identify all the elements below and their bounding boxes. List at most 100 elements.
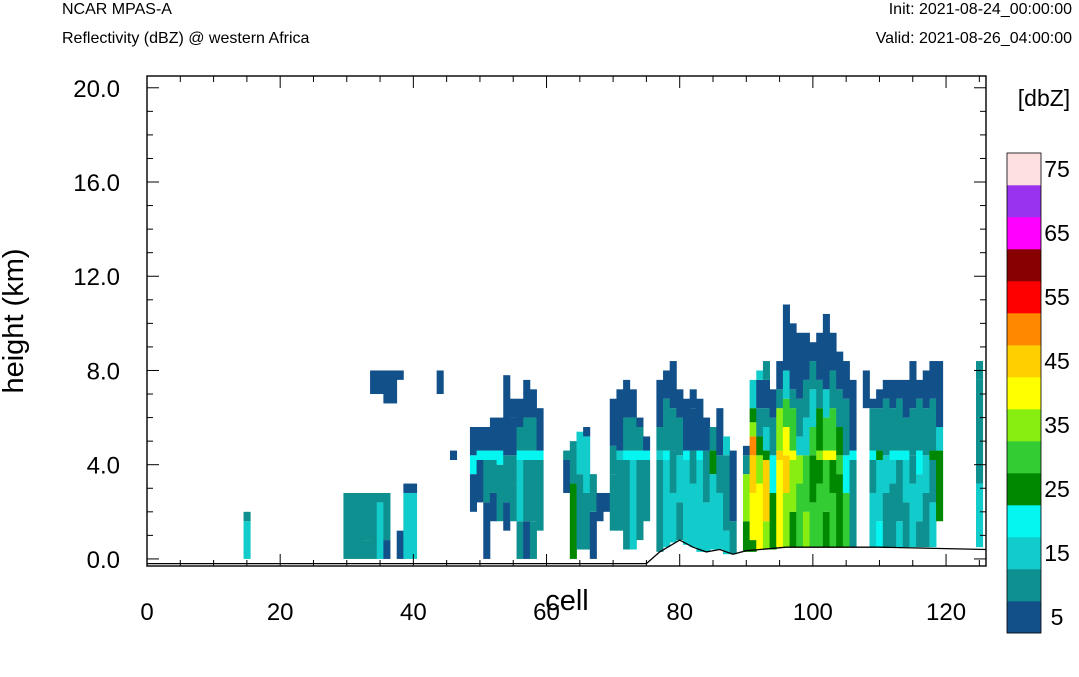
reflectivity-cell xyxy=(749,492,757,541)
reflectivity-cell xyxy=(663,398,671,451)
reflectivity-cell xyxy=(776,459,784,548)
reflectivity-cell xyxy=(689,389,697,409)
reflectivity-cell xyxy=(363,492,371,541)
model-title: NCAR MPAS-A xyxy=(62,1,172,18)
reflectivity-cell xyxy=(663,450,671,460)
reflectivity-cell xyxy=(636,450,644,460)
reflectivity-cell xyxy=(882,455,890,493)
reflectivity-cell xyxy=(603,492,611,512)
reflectivity-cell xyxy=(882,379,890,399)
colorbar-swatch xyxy=(1007,473,1041,506)
reflectivity-cell xyxy=(742,474,751,522)
reflectivity-cell xyxy=(902,417,910,451)
reflectivity-cell xyxy=(889,450,897,460)
colorbar-label: 75 xyxy=(1044,156,1070,182)
reflectivity-cell xyxy=(529,417,537,451)
reflectivity-cell xyxy=(816,483,824,548)
reflectivity-cell xyxy=(916,521,924,548)
reflectivity-cell xyxy=(503,502,511,531)
reflectivity-cell xyxy=(376,370,384,395)
reflectivity-cell xyxy=(782,304,790,371)
reflectivity-cell xyxy=(396,530,404,559)
reflectivity-cell xyxy=(683,459,691,545)
reflectivity-cell xyxy=(643,459,651,522)
reflectivity-cell xyxy=(889,379,897,409)
reflectivity-cell xyxy=(922,455,930,493)
reflectivity-cell xyxy=(756,370,764,380)
terrain-line xyxy=(147,539,987,565)
reflectivity-cell xyxy=(576,474,584,550)
colorbar: 5 15 25 35 45 55 65 75 xyxy=(1006,152,1070,634)
colorbar-label: 5 xyxy=(1051,604,1064,630)
reflectivity-cell xyxy=(483,459,491,503)
reflectivity-cell xyxy=(523,417,531,451)
reflectivity-cell xyxy=(656,450,664,460)
colorbar-swatch xyxy=(1007,281,1041,314)
reflectivity-cell xyxy=(889,459,897,484)
reflectivity-cell xyxy=(869,450,877,460)
reflectivity-cell xyxy=(376,502,384,559)
reflectivity-cell xyxy=(742,521,751,552)
reflectivity-cell xyxy=(663,370,671,399)
reflectivity-cell xyxy=(669,408,677,451)
reflectivity-cell xyxy=(449,450,458,460)
reflectivity-cell xyxy=(410,483,418,493)
reflectivity-cell xyxy=(782,492,790,548)
reflectivity-cell xyxy=(796,332,804,399)
reflectivity-cell xyxy=(516,398,524,428)
reflectivity-cell xyxy=(749,455,757,493)
reflectivity-cell xyxy=(769,417,777,456)
reflectivity-cell xyxy=(882,492,890,548)
reflectivity-cell xyxy=(656,427,664,451)
reflectivity-cell xyxy=(789,408,797,451)
reflectivity-cell xyxy=(683,398,691,451)
colorbar-swatch xyxy=(1007,505,1041,538)
reflectivity-cell xyxy=(809,427,817,456)
reflectivity-cell xyxy=(869,492,877,548)
valid-time: Valid: 2021-08-26_04:00:00 xyxy=(875,30,1072,47)
reflectivity-cell xyxy=(509,483,517,522)
reflectivity-cell xyxy=(836,389,844,428)
reflectivity-cell xyxy=(769,389,777,418)
colorbar-label: 55 xyxy=(1044,284,1070,310)
reflectivity-cell xyxy=(889,408,897,451)
reflectivity-cell xyxy=(829,450,837,460)
colorbar-swatch xyxy=(1007,345,1041,378)
reflectivity-cell xyxy=(796,436,804,456)
y-tick-label: 12.0 xyxy=(73,264,120,291)
reflectivity-cell xyxy=(509,455,517,484)
reflectivity-cell xyxy=(869,398,877,409)
reflectivity-cell xyxy=(496,417,504,451)
reflectivity-cell xyxy=(669,450,677,493)
reflectivity-cell xyxy=(729,450,737,522)
reflectivity-cells xyxy=(243,304,984,559)
reflectivity-cell xyxy=(756,379,764,409)
colorbar-frame xyxy=(1006,152,1042,634)
x-tick-label: 80 xyxy=(666,599,693,626)
reflectivity-cell xyxy=(822,459,830,512)
reflectivity-cell xyxy=(896,398,904,451)
reflectivity-cell xyxy=(383,492,391,541)
reflectivity-cell xyxy=(789,459,797,512)
reflectivity-cell xyxy=(536,450,544,460)
colorbar-label: 45 xyxy=(1044,348,1070,374)
reflectivity-cell xyxy=(756,436,764,456)
reflectivity-cell xyxy=(909,455,917,484)
reflectivity-cell xyxy=(842,361,850,399)
colorbar-label: 25 xyxy=(1044,476,1070,502)
reflectivity-cell xyxy=(656,379,664,428)
reflectivity-cell xyxy=(776,361,784,390)
reflectivity-cell xyxy=(909,483,917,548)
reflectivity-cell xyxy=(676,389,684,418)
reflectivity-cell xyxy=(676,417,684,456)
reflectivity-cell xyxy=(936,450,944,522)
reflectivity-cell xyxy=(816,459,824,484)
reflectivity-cell xyxy=(589,511,597,559)
reflectivity-cell xyxy=(876,521,884,548)
reflectivity-cell xyxy=(696,459,704,552)
reflectivity-cell xyxy=(669,361,677,409)
reflectivity-cell xyxy=(916,379,924,399)
reflectivity-cell xyxy=(689,450,697,484)
y-tick-label: 4.0 xyxy=(87,453,120,480)
reflectivity-cell xyxy=(816,379,824,409)
